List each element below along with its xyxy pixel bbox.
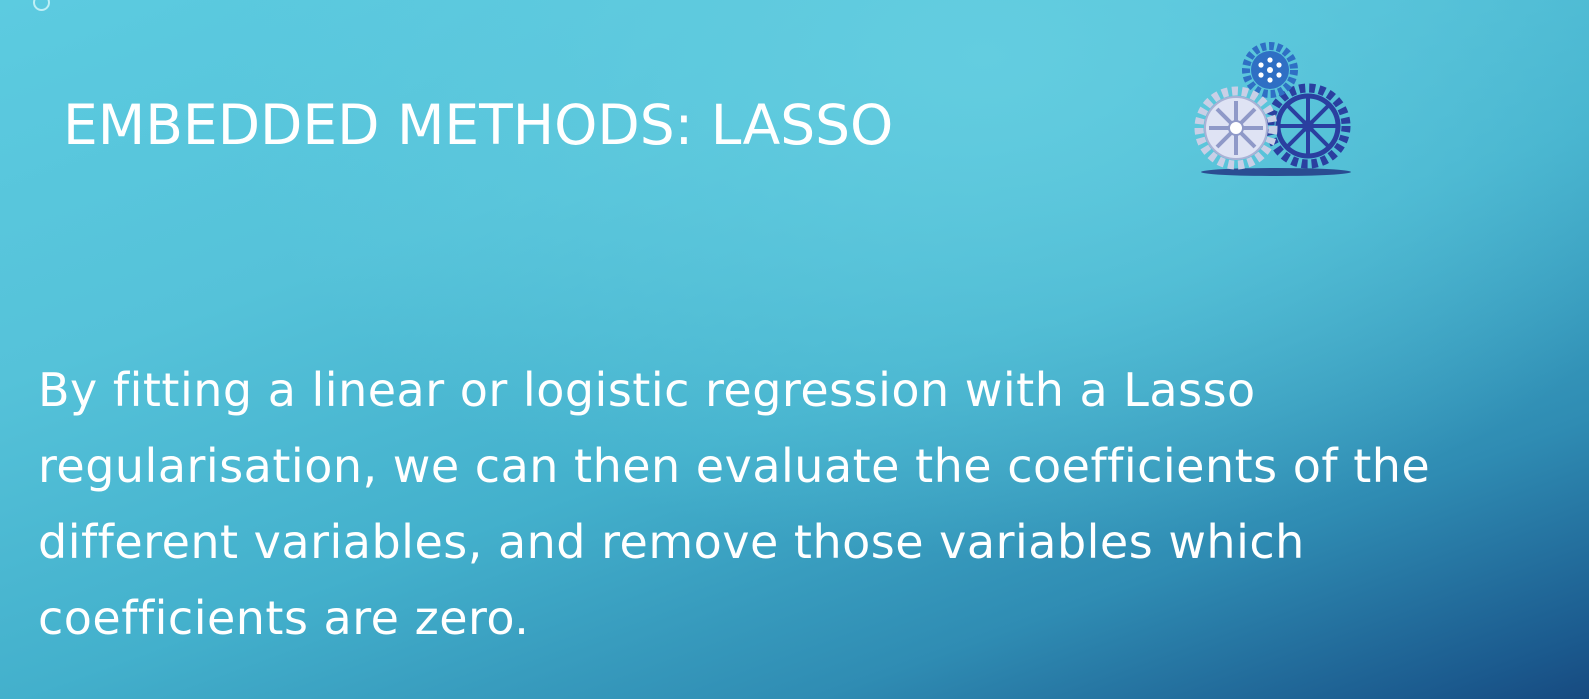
ring-icon	[33, 0, 50, 11]
gears-icon	[1194, 42, 1351, 176]
slide-title: EMBEDDED METHODS: LASSO	[63, 93, 894, 157]
slide-body-text: By fitting a linear or logistic regressi…	[38, 363, 1431, 645]
